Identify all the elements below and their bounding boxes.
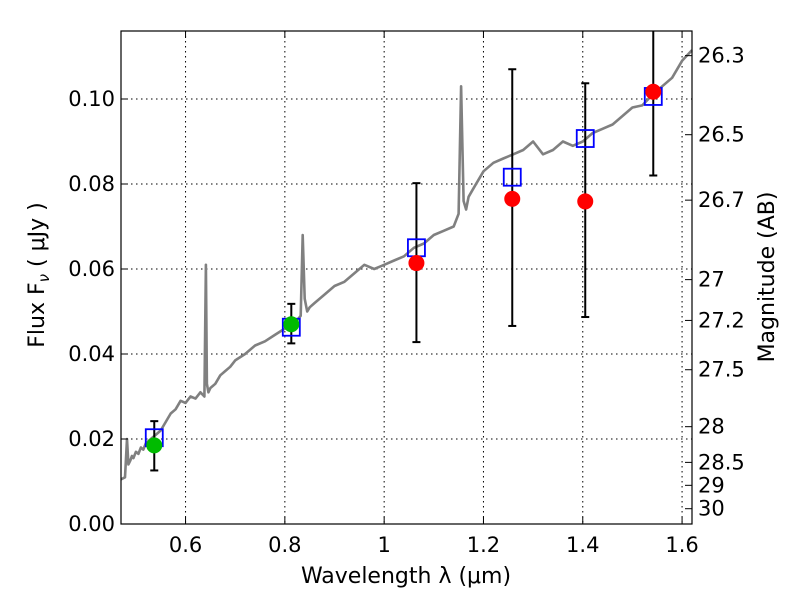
- y-axis-title: Flux Fν ( μJy ): [25, 202, 53, 347]
- model-photometry-square: [575, 129, 595, 148]
- x-tick-label: 0.6: [169, 533, 202, 557]
- detection-point: [283, 316, 300, 333]
- detection-layer: [146, 83, 662, 454]
- x-axis-title: Wavelength λ (μm): [301, 564, 511, 589]
- y-axis-title-subscript: ν: [35, 274, 53, 282]
- y-tick-label: 0.04: [68, 342, 115, 366]
- magnitude-tick-label: 27.5: [698, 358, 745, 382]
- y-tick-label: 0.08: [68, 172, 115, 196]
- y-axis-title-main: Flux F: [25, 282, 50, 347]
- y-tick-label: 0.10: [68, 87, 115, 111]
- magnitude-tick-label: 29: [698, 473, 725, 497]
- magnitude-tick-label: 26.3: [698, 44, 745, 68]
- magnitude-tick-label: 28.5: [698, 450, 745, 474]
- x-tick-label: 1.6: [665, 533, 698, 557]
- model-photometry-square: [502, 167, 522, 187]
- tick-marks: [121, 31, 692, 525]
- y-tick-label: 0.02: [68, 427, 115, 451]
- x-tick-label: 0.8: [268, 533, 301, 557]
- model-photometry-layer: [144, 87, 663, 448]
- right-axis-title: Magnitude (AB): [755, 192, 780, 363]
- detection-point: [504, 190, 521, 207]
- magnitude-tick-label: 26.5: [698, 123, 745, 147]
- magnitude-tick-label: 26.7: [698, 188, 745, 212]
- x-tick-label: 1.4: [566, 533, 599, 557]
- x-tick-labels: 0.6 0.8 1 1.2 1.4 1.6: [169, 533, 699, 557]
- magnitude-tick-label: 27: [698, 268, 725, 292]
- magnitude-tick-label: 27.2: [698, 308, 745, 332]
- plot-frame: [120, 30, 693, 525]
- spectrum-layer: [120, 49, 693, 481]
- detection-point: [408, 255, 425, 272]
- y-tick-label: 0.06: [68, 257, 115, 281]
- spectrum-line: [120, 49, 693, 481]
- y-tick-label: 0.00: [68, 512, 115, 536]
- detection-point: [146, 437, 163, 454]
- detection-point: [645, 83, 662, 100]
- errorbar-layer: [150, 31, 658, 472]
- magnitude-tick-label: 30: [698, 497, 725, 521]
- y-axis-title-unit: ( μJy ): [25, 202, 50, 274]
- detection-point: [577, 193, 594, 210]
- x-tick-label: 1.2: [467, 533, 500, 557]
- y-tick-labels: 0.00 0.02 0.04 0.06 0.08 0.10: [68, 87, 115, 536]
- magnitude-tick-label: 28: [698, 415, 725, 439]
- x-tick-label: 1: [377, 533, 390, 557]
